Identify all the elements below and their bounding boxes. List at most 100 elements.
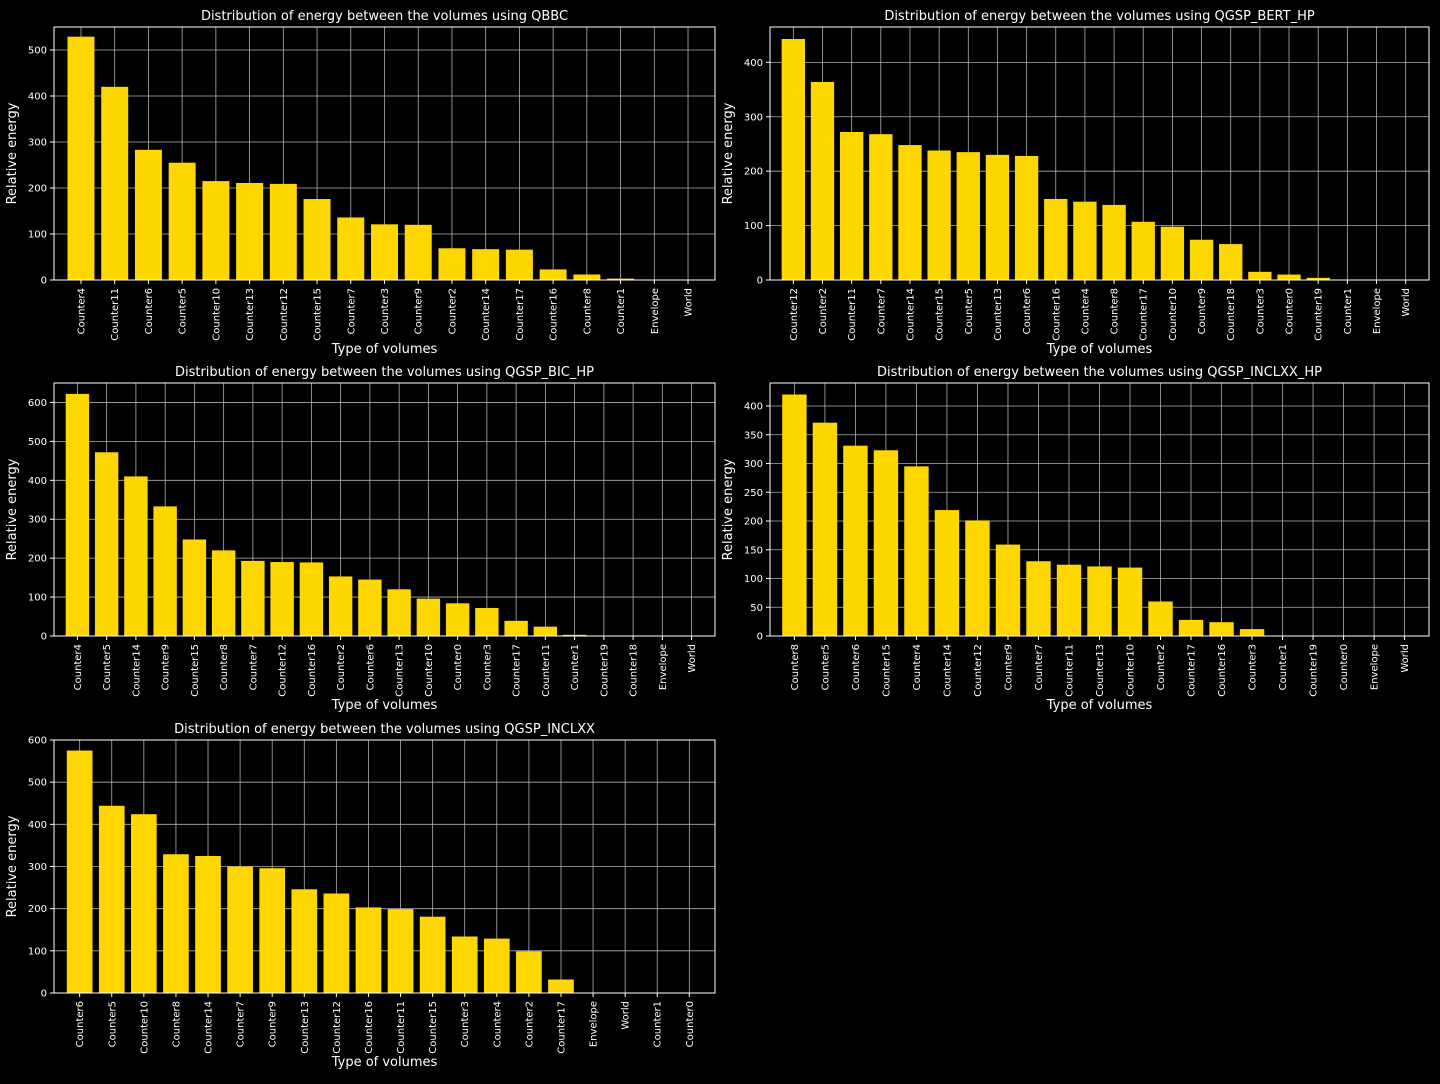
x-tick-label: Counter17	[512, 644, 523, 697]
x-tick-label: Counter11	[396, 1001, 407, 1054]
bar-Counter12	[965, 520, 990, 636]
bar-Counter7	[227, 866, 253, 993]
x-tick-label: Counter14	[942, 644, 953, 697]
y-tick-label: 300	[744, 112, 763, 123]
y-tick-label: 600	[28, 736, 47, 747]
y-tick-label: 200	[28, 184, 47, 195]
bar-Counter4	[1073, 201, 1097, 280]
y-tick-label: 300	[28, 138, 47, 149]
y-axis-label: Relative energy	[721, 102, 736, 204]
bar-Counter15	[419, 916, 446, 993]
chart-2: 0 100 200 300 400 Counter12 Counter2 Counter11 C…	[721, 9, 1430, 357]
bar-Counter2	[1148, 601, 1173, 636]
bar-Counter3	[1248, 271, 1272, 280]
plot-frame	[769, 26, 1430, 281]
bar-Counter6	[1014, 155, 1039, 280]
x-tick-label: Counter4	[73, 644, 84, 690]
y-tick-label: 0	[41, 989, 47, 1000]
x-tick-label: Counter1	[1278, 644, 1289, 690]
x-tick-label: Counter13	[245, 288, 256, 341]
x-tick-label: Counter9	[1197, 288, 1208, 334]
bar-Counter13	[1087, 566, 1112, 636]
x-tick-label: Counter11	[541, 644, 552, 697]
chart-1: 0 100 200 300 400 500 Counter4 Counter11 Counter…	[5, 9, 716, 357]
bar-Counter11	[533, 626, 558, 636]
x-tick-label: Envelope	[1372, 288, 1383, 334]
x-tick-label: Counter1	[570, 644, 581, 690]
y-tick-label: 400	[28, 476, 47, 487]
chart-3: 0 100 200 300 400 500 600 Counter4 Counter5 Count…	[5, 365, 716, 713]
bar-Counter8	[573, 274, 601, 280]
bar-Counter5	[98, 805, 125, 993]
chart-title: Distribution of energy between the volum…	[877, 365, 1322, 380]
bar-Counter17	[505, 249, 533, 280]
bar-Counter7	[1026, 561, 1051, 636]
y-tick-label: 400	[744, 402, 763, 413]
bar-Counter3	[371, 224, 398, 280]
y-tick-label: 0	[757, 276, 763, 287]
bar-Counter11	[101, 86, 129, 280]
bar-Counter7	[241, 560, 265, 636]
x-tick-label: Counter17	[556, 1001, 567, 1054]
chart-title: Distribution of energy between the volum…	[201, 9, 568, 24]
bar-Counter14	[124, 476, 148, 636]
x-tick-label: Counter9	[161, 644, 172, 690]
x-tick-label: Counter14	[481, 288, 492, 341]
x-tick-label: Counter19	[599, 644, 610, 697]
bar-Counter17	[1178, 619, 1204, 636]
bar-Counter10	[1160, 226, 1185, 280]
x-tick-label: Counter10	[424, 644, 435, 697]
x-tick-label: Counter5	[178, 288, 189, 334]
x-tick-label: Counter15	[428, 1001, 439, 1054]
y-axis-label: Relative energy	[5, 458, 20, 560]
bar-Counter0	[1277, 274, 1301, 280]
y-tick-label: 250	[744, 488, 763, 499]
x-tick-label: Counter7	[248, 644, 259, 690]
bar-Counter4	[904, 466, 929, 636]
y-tick-label: 200	[744, 167, 763, 178]
bar-Counter12	[323, 893, 350, 993]
x-tick-label: Counter15	[881, 644, 892, 697]
x-tick-label: Counter13	[993, 288, 1004, 341]
y-tick-label: 350	[744, 430, 763, 441]
x-tick-label: Counter4	[1080, 288, 1091, 334]
bar-Counter4	[483, 938, 510, 993]
x-tick-label: Counter5	[107, 1001, 118, 1047]
x-tick-label: Counter7	[876, 288, 887, 334]
bar-Counter2	[438, 248, 466, 280]
bar-Counter10	[131, 814, 157, 993]
x-axis-label: Type of volumes	[331, 698, 438, 713]
bar-Counter17	[1131, 221, 1155, 280]
x-tick-label: Counter15	[935, 288, 946, 341]
x-tick-label: Counter16	[307, 644, 318, 697]
y-tick-label: 600	[28, 398, 47, 409]
bar-Counter16	[1044, 198, 1068, 280]
x-tick-label: Counter15	[190, 644, 201, 697]
x-tick-label: Counter14	[131, 644, 142, 697]
bar-Counter12	[269, 183, 297, 280]
bar-Counter1	[562, 634, 587, 636]
bar-Counter5	[94, 452, 119, 636]
bar-Counter16	[299, 562, 324, 636]
bar-Counter15	[927, 150, 951, 280]
x-tick-label: Counter4	[492, 1001, 503, 1047]
y-tick-label: 150	[744, 545, 763, 556]
x-tick-label: Counter0	[453, 644, 464, 690]
bar-Counter7	[337, 217, 365, 280]
x-tick-label: Counter10	[139, 1001, 150, 1054]
bar-Counter16	[355, 907, 382, 993]
y-tick-label: 400	[28, 92, 47, 103]
bar-Counter1	[607, 278, 635, 280]
x-tick-label: Counter18	[629, 644, 640, 697]
x-tick-label: Counter6	[144, 288, 155, 334]
x-tick-label: World	[684, 288, 695, 317]
bar-Counter16	[539, 269, 567, 280]
x-tick-label: Counter2	[336, 644, 347, 690]
bar-Counter9	[153, 506, 177, 636]
bar-Counter10	[202, 181, 230, 280]
x-tick-label: Counter1	[1343, 288, 1354, 334]
x-tick-label: Counter1	[653, 1001, 664, 1047]
y-tick-label: 300	[28, 515, 47, 526]
bar-Counter3	[475, 607, 499, 636]
